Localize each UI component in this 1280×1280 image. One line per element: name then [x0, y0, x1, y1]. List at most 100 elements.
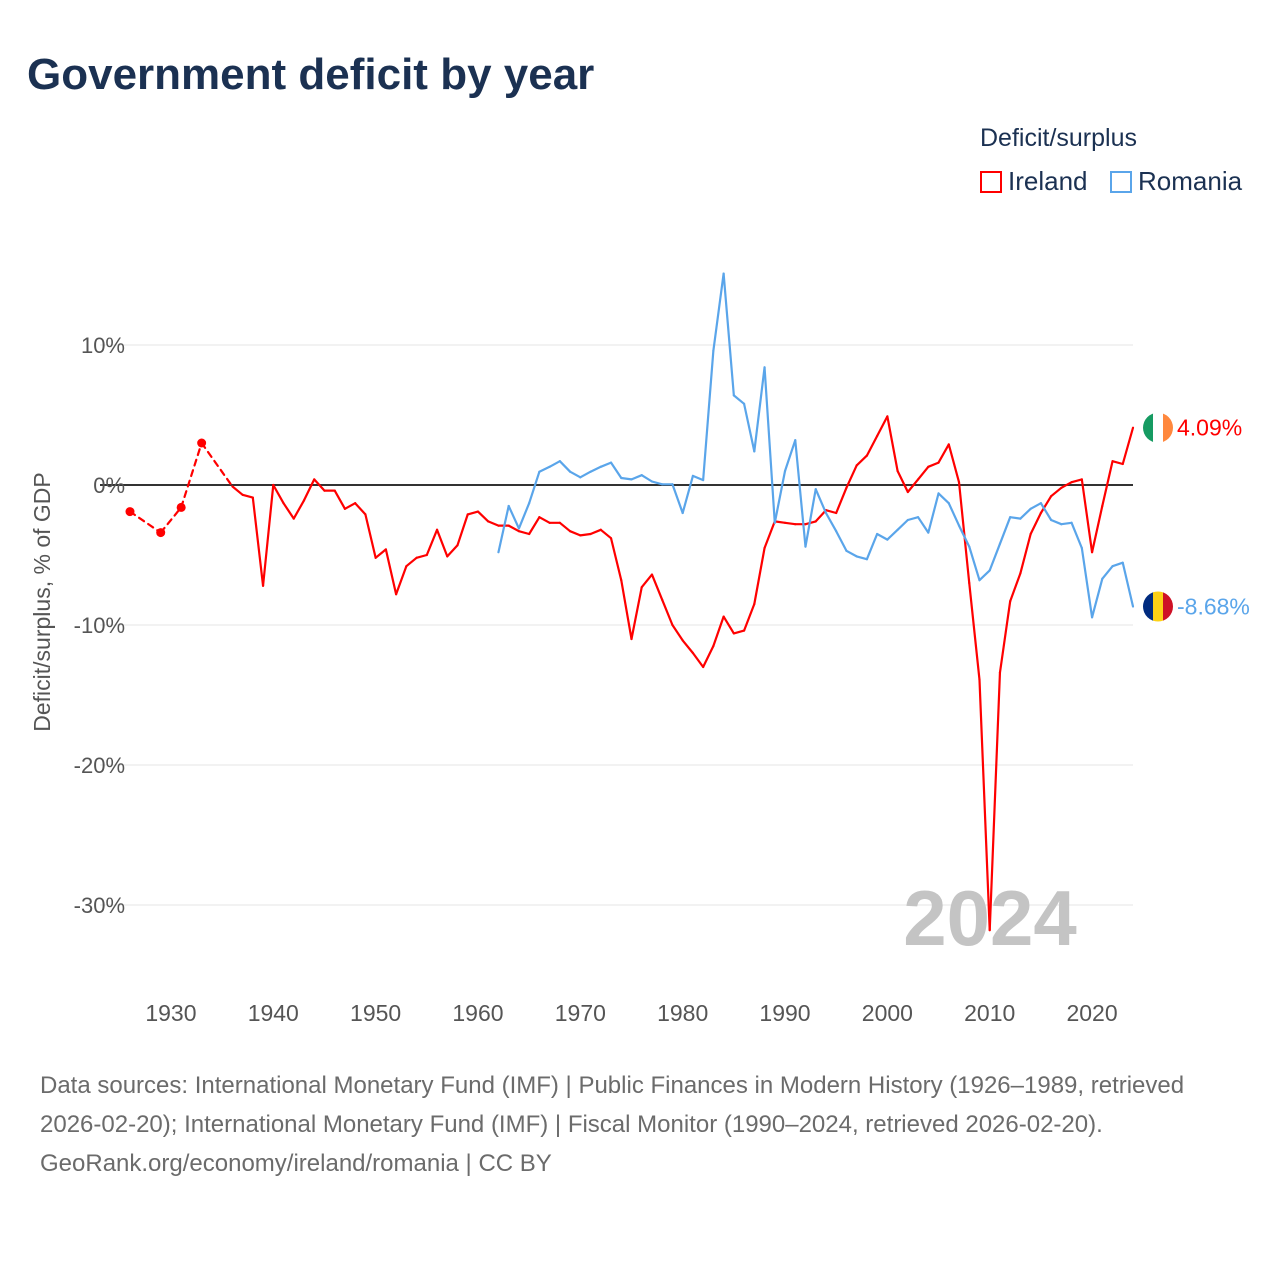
- line-segment: [732, 629, 746, 635]
- line-segment: [589, 465, 602, 473]
- line-segment: [722, 615, 735, 635]
- line-segment: [1050, 518, 1063, 526]
- line-segment: [231, 485, 244, 496]
- line-segment: [763, 520, 776, 550]
- line-segment: [446, 544, 459, 558]
- line-segment: [988, 542, 1002, 572]
- line-segment: [886, 415, 899, 473]
- line-segment: [804, 488, 817, 548]
- line-segment: [937, 443, 950, 464]
- line-segment: [558, 460, 572, 473]
- x-tick-label: 1990: [759, 1000, 810, 1026]
- line-segment: [845, 549, 858, 558]
- line-segment: [640, 474, 654, 483]
- line-segment: [313, 478, 326, 492]
- line-segment: [681, 474, 695, 515]
- line-segment: [978, 569, 991, 582]
- legend-title: Deficit/surplus: [980, 124, 1137, 152]
- x-tick-label: 2020: [1066, 1000, 1117, 1026]
- line-segment: [783, 521, 797, 526]
- line-segment-gap: [200, 441, 234, 488]
- flag-stripe: [1153, 591, 1164, 622]
- x-tick-label: 1970: [555, 1000, 606, 1026]
- line-segment-gap: [128, 510, 162, 534]
- line-segment: [947, 443, 961, 484]
- line-segment: [1111, 460, 1124, 466]
- y-tick-label: -30%: [74, 893, 125, 918]
- line-segment: [1070, 478, 1083, 484]
- line-segment: [517, 530, 531, 536]
- legend-item-ireland[interactable]: Ireland: [980, 166, 1088, 197]
- line-segment: [916, 465, 930, 481]
- line-segment: [753, 546, 766, 606]
- y-tick-label: -10%: [74, 613, 125, 638]
- line-segment: [1009, 572, 1022, 603]
- legend-swatch-romania: [1110, 170, 1132, 193]
- line-segment: [896, 518, 909, 531]
- line-segment: [620, 579, 633, 641]
- line-segment: [630, 586, 643, 641]
- line-segment: [1029, 502, 1042, 510]
- data-point: [125, 507, 135, 517]
- legend-item-romania[interactable]: Romania: [1110, 166, 1242, 197]
- line-segment: [783, 439, 797, 473]
- line-segment: [650, 480, 664, 486]
- line-segment: [354, 502, 367, 516]
- line-segment: [855, 555, 868, 561]
- source-link[interactable]: GeoRank.org/economy/ireland/romania | CC…: [40, 1150, 552, 1177]
- line-segment: [456, 513, 469, 547]
- line-segment: [599, 528, 613, 540]
- line-segment: [1060, 521, 1073, 526]
- line-segment: [896, 469, 909, 494]
- line-segment: [650, 573, 664, 601]
- line-segment: [630, 474, 643, 481]
- line-segment: [517, 502, 531, 530]
- line-segment: [1121, 561, 1135, 608]
- legend-swatch-ireland: [980, 170, 1002, 193]
- chart-title: Government deficit by year: [27, 50, 595, 99]
- x-tick-label: 1950: [350, 1000, 401, 1026]
- line-segment: [384, 548, 398, 596]
- line-segment: [528, 516, 541, 536]
- line-segment: [405, 556, 418, 568]
- flag-romania-icon: [1143, 591, 1173, 622]
- line-segment: [814, 488, 828, 515]
- line-segment: [579, 470, 592, 479]
- line-segment: [957, 481, 971, 585]
- line-segment: [568, 530, 582, 537]
- line-segment: [773, 520, 787, 524]
- line-segment: [876, 532, 889, 541]
- y-axis-label: Deficit/surplus, % of GDP: [29, 472, 55, 731]
- line-segment: [497, 504, 510, 554]
- line-segment: [773, 469, 787, 524]
- line-segment: [1060, 481, 1073, 489]
- x-tick-label: 1930: [145, 1000, 196, 1026]
- x-tick-label: 1940: [248, 1000, 299, 1026]
- line-segment: [425, 528, 439, 557]
- line-segment: [702, 349, 715, 482]
- line-segment: [364, 513, 377, 559]
- line-chart: 10% 0% -10% -20% -30% 1930 1940 1950 1960 1970 198…: [29, 272, 1250, 1026]
- line-segment: [282, 502, 295, 520]
- y-tick-label: -20%: [74, 753, 125, 778]
- line-segment: [855, 454, 868, 467]
- end-label-ireland: 4.09%: [1177, 415, 1242, 441]
- end-label-romania: -8.68%: [1177, 594, 1250, 620]
- line-segment: [374, 548, 387, 559]
- line-segment: [702, 644, 715, 669]
- line-segment: [466, 510, 480, 516]
- line-segment: [927, 492, 940, 534]
- line-segment: [998, 516, 1012, 545]
- line-segment: [835, 530, 848, 552]
- line-segment: [538, 465, 551, 473]
- line-segment: [916, 516, 930, 534]
- line-segment: [548, 460, 561, 468]
- line-segment: [978, 678, 991, 932]
- line-segment: [794, 439, 807, 548]
- data-point: [176, 502, 186, 512]
- line-segment: [876, 415, 889, 438]
- line-segment-gap: [159, 506, 183, 534]
- line-segment: [865, 434, 879, 457]
- line-segment: [1019, 507, 1032, 520]
- line-segment: [824, 509, 838, 515]
